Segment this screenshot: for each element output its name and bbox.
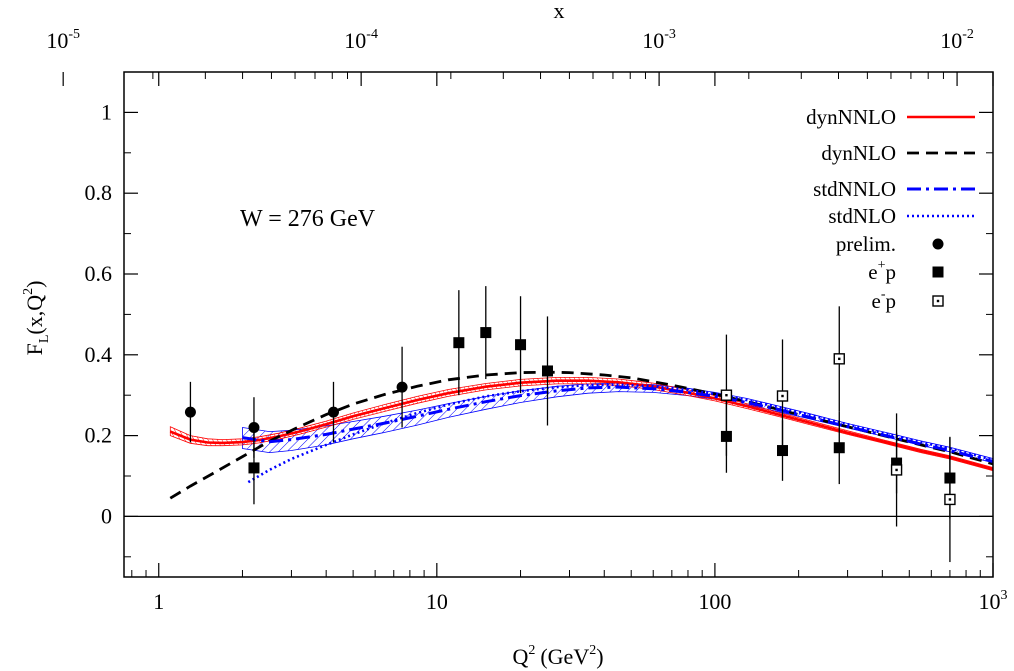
- eplus-point: [541, 365, 553, 377]
- top-x-tick-label: 10-5: [46, 27, 80, 53]
- prelim-point: [248, 422, 260, 434]
- legend-label: prelim.: [836, 232, 896, 256]
- y-tick-label: 0.8: [85, 180, 113, 205]
- legend-label: e-p: [872, 287, 897, 313]
- band-dynNNLO: [169, 377, 993, 472]
- x-tick-label: 10: [426, 589, 448, 614]
- y-axis-label: FL(x,Q2): [21, 281, 52, 356]
- prelim-point: [396, 381, 408, 393]
- x-axis-label: Q2 (GeV2): [512, 643, 603, 669]
- eminus-point-center: [838, 357, 841, 361]
- eminus-point-center: [948, 498, 952, 501]
- eplus-point: [833, 442, 845, 454]
- plot-frame: [123, 71, 994, 578]
- y-tick-label: 1: [101, 99, 112, 124]
- eplus-point: [480, 327, 492, 339]
- y-tick-label: 0.2: [85, 423, 113, 448]
- band-stdNNLO: [242, 382, 993, 464]
- legend-swatch-square: [932, 266, 944, 278]
- eplus-point: [453, 337, 465, 349]
- prelim-point: [327, 406, 339, 418]
- x-tick-label: 100: [698, 589, 731, 614]
- y-tick-label: 0: [101, 503, 112, 528]
- eminus-point-center: [781, 394, 784, 398]
- legend-swatch-open-square-center: [936, 299, 940, 303]
- legend-label: dynNLO: [821, 141, 896, 165]
- prelim-point: [184, 406, 196, 418]
- eminus-point-center: [895, 468, 898, 472]
- y-tick-label: 0.6: [85, 261, 113, 286]
- legend-swatch-circle: [932, 238, 944, 250]
- legend: dynNNLO dynNLO stdNNLO stdNLO prelim.e+p e-p: [806, 105, 975, 313]
- x-tick-label: 1: [153, 589, 164, 614]
- top-x-tick-label: 10-4: [344, 27, 378, 53]
- legend-label: e+p: [868, 258, 896, 284]
- curve-stdNLO: [247, 383, 993, 484]
- axis-ticks: 1 10 100 103 10-5 10-4 10-3 10-2 0 0.2 0.4 0.6 0.8 1: [46, 27, 1007, 614]
- legend-label: dynNNLO: [806, 105, 896, 129]
- top-x-tick-label: 10-2: [940, 27, 974, 53]
- top-x-axis-label: x: [554, 0, 565, 23]
- data-points: [184, 286, 956, 563]
- y-tick-label: 0.4: [85, 342, 113, 367]
- x-tick-label: 103: [979, 588, 1008, 614]
- eplus-point: [515, 339, 527, 351]
- eplus-point: [248, 462, 260, 474]
- top-x-tick-label: 10-3: [642, 27, 676, 53]
- legend-label: stdNLO: [828, 204, 896, 228]
- legend-label: stdNNLO: [813, 177, 896, 201]
- annotation-text: W = 276 GeV: [240, 206, 376, 232]
- eminus-point-center: [725, 394, 728, 397]
